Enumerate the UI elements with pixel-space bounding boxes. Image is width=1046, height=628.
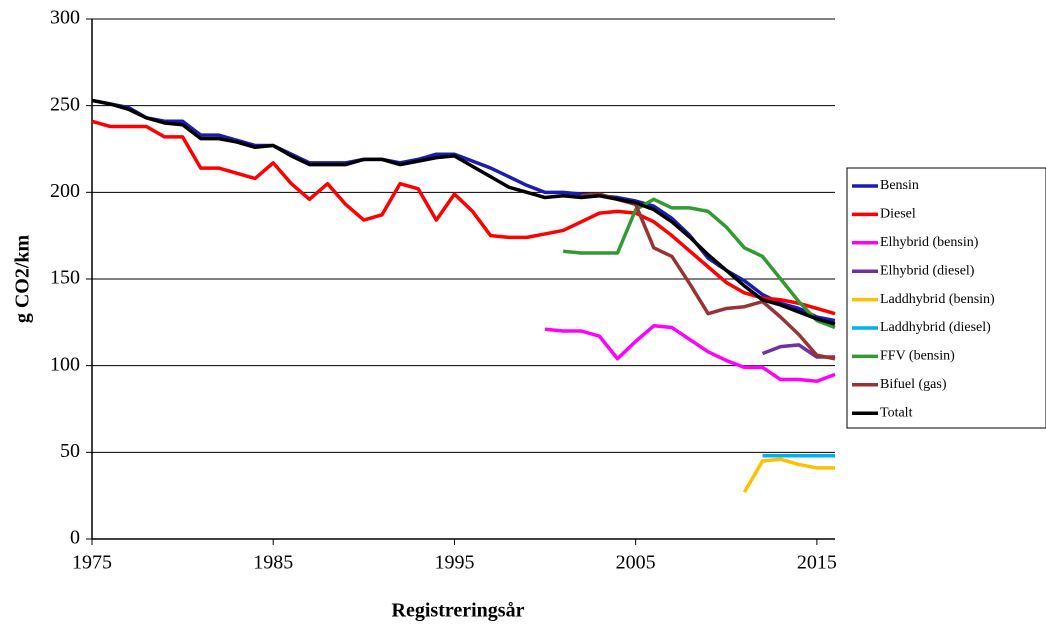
y-tick-label: 150 <box>50 267 80 289</box>
y-tick-label: 200 <box>50 180 80 202</box>
series-line <box>91 98 836 323</box>
legend-label: Diesel <box>880 207 916 222</box>
series-line <box>581 192 836 361</box>
legend-label: FFV (bensin) <box>880 349 955 364</box>
x-tick-label: 2005 <box>616 552 656 574</box>
y-tick-label: 100 <box>50 353 80 375</box>
y-axis-label: g CO2/km <box>12 234 34 323</box>
x-tick-label: 1995 <box>434 552 474 574</box>
legend-box <box>846 167 1046 429</box>
x-tick-label: 2015 <box>797 552 837 574</box>
legend-label: Totalt <box>880 405 913 420</box>
series-line <box>91 119 836 316</box>
legend-label: Bensin <box>880 178 919 193</box>
series-line <box>742 457 835 494</box>
x-tick-label: 1975 <box>72 552 112 574</box>
series-line <box>91 98 836 326</box>
y-tick-label: 50 <box>60 440 80 462</box>
legend-label: Laddhybrid (bensin) <box>880 292 995 307</box>
y-tick-label: 0 <box>70 527 80 549</box>
x-axis-label: Registreringsår <box>392 600 525 622</box>
y-tick-label: 250 <box>50 93 80 115</box>
x-tick-label: 1985 <box>253 552 293 574</box>
series-line <box>563 197 836 330</box>
y-tick-label: 300 <box>50 7 80 29</box>
series-line <box>544 324 836 384</box>
legend-label: Laddhybrid (diesel) <box>880 320 991 335</box>
legend-label: Bifuel (gas) <box>880 377 947 392</box>
legend-label: Elhybrid (bensin) <box>880 235 979 250</box>
legend-label: Elhybrid (diesel) <box>880 263 975 278</box>
